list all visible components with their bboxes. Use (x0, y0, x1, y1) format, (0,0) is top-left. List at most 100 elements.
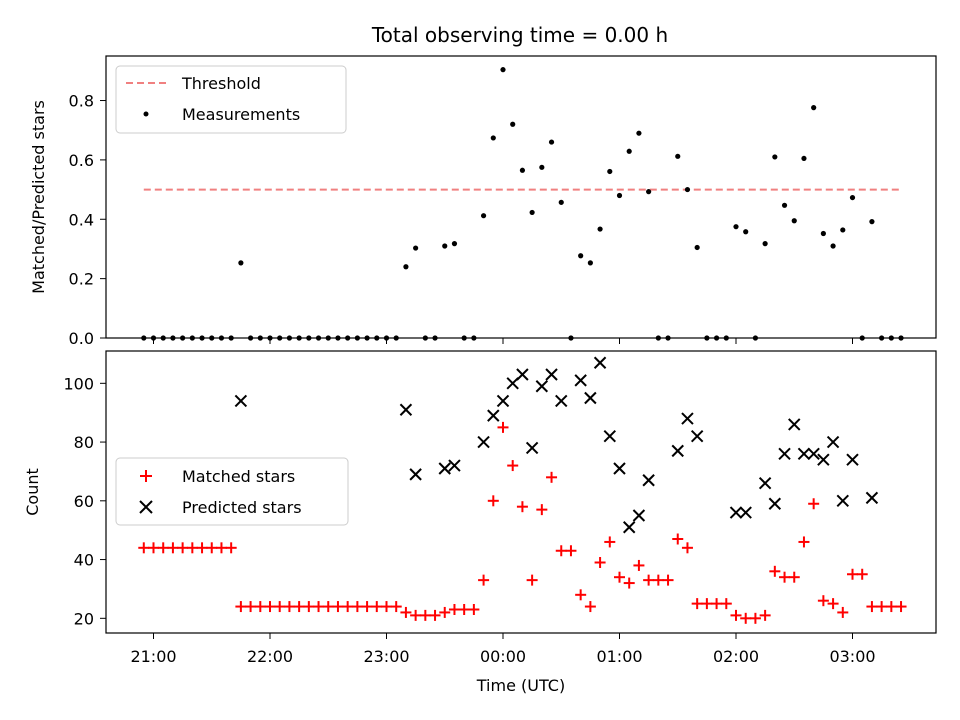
matched-star-point (614, 571, 625, 583)
top-y-tick-label: 0.6 (69, 151, 94, 170)
matched-star-point (565, 545, 577, 557)
matched-star-point (876, 601, 888, 613)
measurement-point (781, 202, 788, 208)
matched-star-point (196, 542, 208, 554)
predicted-star-point (399, 403, 413, 416)
x-tick-label: 03:00 (829, 647, 875, 666)
matched-star-point (788, 571, 800, 583)
predicted-legend-marker (139, 500, 153, 514)
matched-star-point (177, 542, 189, 554)
measurement-point (510, 121, 516, 127)
predicted-star-point (681, 412, 694, 425)
matched-star-point (138, 542, 150, 554)
measurement-point (791, 218, 797, 224)
measurement-point (607, 168, 613, 175)
matched-star-point (691, 598, 703, 610)
predicted-star-point (613, 462, 626, 475)
matched-star-point (478, 574, 490, 586)
measurement-point (413, 245, 419, 251)
predicted-star-point (729, 506, 743, 519)
matched-star-point (167, 542, 179, 554)
measurement-point (626, 148, 632, 154)
predicted-star-point (797, 447, 811, 461)
measurement-point (442, 243, 448, 249)
top-legend-box (115, 65, 347, 134)
x-tick-label: 00:00 (480, 647, 526, 666)
x-tick-label: 02:00 (713, 647, 759, 666)
measurement-point (811, 105, 817, 111)
matched-star-point (701, 598, 713, 610)
measurement-point (539, 164, 545, 170)
matched-star-point (448, 604, 460, 615)
predicted-star-point (234, 394, 248, 408)
matched-star-point (322, 601, 334, 613)
predicted-star-point (758, 476, 772, 490)
measurement-point (733, 224, 739, 230)
matched-star-point (604, 536, 616, 548)
matched-star-point (313, 601, 325, 613)
matched-star-point (157, 542, 169, 554)
bottom-legend-box (115, 457, 349, 526)
predicted-star-point (768, 497, 782, 510)
matched-star-point (749, 612, 761, 624)
predicted-star-point (807, 447, 820, 461)
predicted-star-point (690, 429, 704, 443)
measurement-point (558, 199, 564, 205)
matched-star-point (526, 574, 538, 586)
measurement-point (840, 227, 846, 233)
measurement-point (830, 243, 836, 249)
matched-star-point (866, 601, 878, 613)
predicted-star-point (525, 441, 539, 455)
predicted-star-point (865, 491, 879, 505)
measurement-point (801, 155, 807, 162)
matched-star-point (351, 601, 363, 613)
matched-star-point (507, 460, 519, 472)
matched-star-point (584, 601, 596, 613)
top-y-tick-label: 0.8 (69, 92, 94, 111)
matched-star-point (235, 601, 247, 613)
matched-star-point (594, 557, 606, 568)
matched-star-point (827, 598, 839, 610)
matched-star-point (779, 571, 791, 583)
matched-star-point (206, 542, 218, 554)
measurement-point (616, 192, 623, 199)
matched-star-point (837, 606, 849, 618)
matched-star-point (516, 501, 528, 513)
matched-star-point (555, 545, 567, 557)
x-tick-label: 23:00 (363, 647, 409, 666)
measurement-point (500, 67, 506, 73)
matched-star-point (847, 568, 858, 580)
matched-legend-label: Matched stars (182, 467, 295, 486)
measurement-point (849, 194, 856, 201)
predicted-star-point (477, 435, 490, 449)
measurement-point (403, 264, 409, 270)
matched-star-point (215, 542, 227, 554)
bottom-y-tick-label: 100 (63, 374, 94, 393)
predicted-star-point (671, 444, 684, 458)
matched-star-point (410, 609, 422, 621)
measurements-legend-marker (143, 111, 149, 117)
matched-star-point (652, 574, 664, 586)
matched-star-point (390, 601, 402, 613)
measurement-point (597, 226, 603, 232)
matched-star-point (245, 601, 257, 613)
matched-star-point (643, 574, 655, 586)
measurement-point (238, 260, 244, 266)
bottom-y-axis-label: Count (23, 468, 42, 516)
matched-star-point (332, 601, 344, 613)
bottom-plot-frame (105, 350, 937, 634)
measurement-point (869, 219, 875, 225)
measurement-point (646, 189, 652, 195)
matched-star-point (730, 609, 742, 621)
threshold-legend-label: Threshold (181, 74, 261, 93)
predicted-star-point (632, 509, 646, 522)
matched-star-point (497, 421, 509, 433)
predicted-star-point (555, 394, 568, 408)
matched-star-point (186, 542, 198, 554)
matched-star-point (274, 601, 286, 613)
top-y-axis-label: Matched/Predicted stars (29, 100, 48, 294)
matched-star-point (303, 601, 315, 613)
measurement-point (519, 167, 526, 173)
matched-star-point (633, 559, 645, 571)
predicted-star-point (496, 394, 510, 408)
